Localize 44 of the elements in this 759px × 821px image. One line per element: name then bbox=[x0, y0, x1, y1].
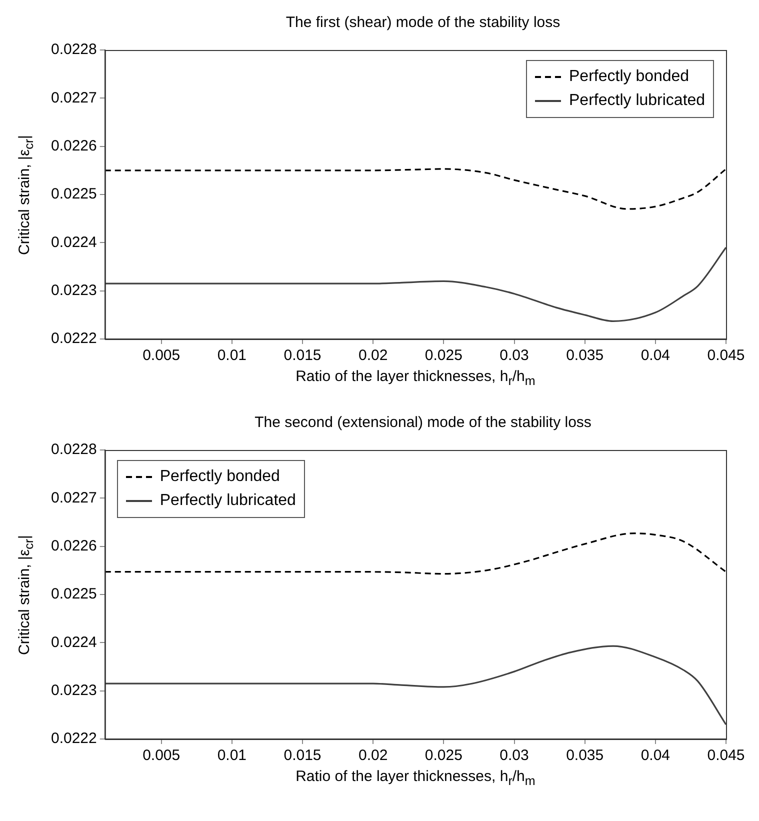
y-tick-label: 0.0228 bbox=[50, 41, 97, 58]
x-tick-label: 0.03 bbox=[500, 347, 529, 364]
x-tick-label: 0.04 bbox=[640, 347, 670, 364]
x-axis-title: Ratio of the layer thicknesses, h$_{r}$/h$_{m}$ bbox=[296, 768, 536, 788]
y-tick-label: 0.0225 bbox=[50, 186, 97, 203]
y-tick-label: 0.0227 bbox=[50, 489, 97, 506]
x-tick-label: 0.045 bbox=[707, 347, 745, 364]
x-tick-label: 0.01 bbox=[217, 347, 247, 364]
chart-title: The first (shear) mode of the stability loss bbox=[284, 13, 562, 33]
line-series bbox=[104, 168, 726, 210]
x-tick-label: 0.025 bbox=[424, 347, 462, 364]
x-tick-label: 0.035 bbox=[566, 747, 604, 764]
legend-label: Perfectly lubricated bbox=[569, 91, 706, 111]
legend-label: Perfectly bonded bbox=[160, 467, 280, 487]
x-tick-label: 0.005 bbox=[142, 747, 180, 764]
y-tick-label: 0.0226 bbox=[50, 137, 97, 154]
y-tick-label: 0.0224 bbox=[50, 634, 97, 651]
y-tick-label: 0.0222 bbox=[50, 330, 97, 348]
y-tick-label: 0.0223 bbox=[50, 282, 97, 299]
x-tick-label: 0.035 bbox=[566, 347, 604, 364]
y-tick-label: 0.0223 bbox=[50, 682, 97, 699]
y-tick-label: 0.0226 bbox=[50, 537, 97, 554]
line-series bbox=[104, 246, 726, 322]
x-tick-label: 0.015 bbox=[284, 347, 322, 364]
x-tick-label: 0.025 bbox=[424, 747, 462, 764]
y-tick-label: 0.0225 bbox=[50, 586, 97, 603]
x-tick-label: 0.02 bbox=[358, 747, 388, 764]
x-tick-label: 0.02 bbox=[358, 347, 388, 364]
x-tick-label: 0.045 bbox=[707, 747, 745, 764]
x-tick-label: 0.01 bbox=[217, 747, 247, 764]
legend-label: Perfectly bonded bbox=[569, 67, 690, 87]
x-tick-label: 0.03 bbox=[500, 747, 529, 764]
chart-title: The second (extensional) mode of the stability loss bbox=[254, 413, 592, 433]
x-axis-title: Ratio of the layer thicknesses, h$_{r}$/h$_{m}$ bbox=[296, 368, 536, 388]
x-tick-label: 0.015 bbox=[284, 747, 322, 764]
x-tick-label: 0.005 bbox=[142, 347, 180, 364]
y-tick-label: 0.0227 bbox=[50, 89, 97, 106]
y-tick-label: 0.0222 bbox=[50, 730, 97, 748]
legend-label: Perfectly lubricated bbox=[160, 491, 296, 511]
y-tick-label: 0.0224 bbox=[50, 234, 97, 251]
line-series bbox=[104, 532, 726, 575]
line-series bbox=[104, 645, 726, 726]
x-tick-label: 0.04 bbox=[640, 747, 670, 764]
y-tick-label: 0.0228 bbox=[50, 441, 97, 458]
